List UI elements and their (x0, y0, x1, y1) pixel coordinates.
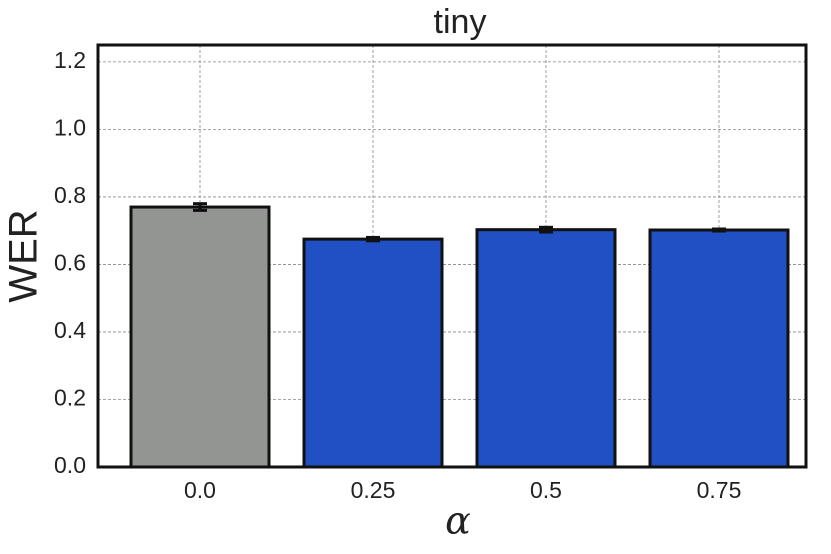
x-tick-label: 0.25 (351, 477, 396, 503)
error-bar (193, 202, 207, 212)
error-bar (539, 225, 553, 234)
bar (648, 228, 790, 469)
bar (129, 205, 271, 469)
bar (302, 237, 444, 469)
x-tick-label: 0.0 (184, 477, 216, 503)
bar (475, 228, 617, 469)
x-tick-label: 0.5 (530, 477, 562, 503)
x-tick-label: 0.75 (697, 477, 742, 503)
y-tick-label: 0.8 (54, 182, 86, 208)
error-bar (366, 235, 380, 243)
y-tick-label: 0.0 (54, 452, 86, 478)
y-axis-label: WER (2, 209, 46, 302)
x-axis-label: α (445, 499, 471, 543)
chart-title: tiny (434, 3, 487, 41)
y-tick-label: 1.2 (54, 47, 86, 73)
y-tick-label: 0.6 (54, 250, 86, 276)
y-tick-label: 0.4 (54, 317, 86, 343)
plot-frame (96, 43, 808, 469)
error-bar (712, 227, 726, 233)
y-tick-label: 0.2 (54, 385, 86, 411)
y-tick-label: 1.0 (54, 114, 86, 140)
